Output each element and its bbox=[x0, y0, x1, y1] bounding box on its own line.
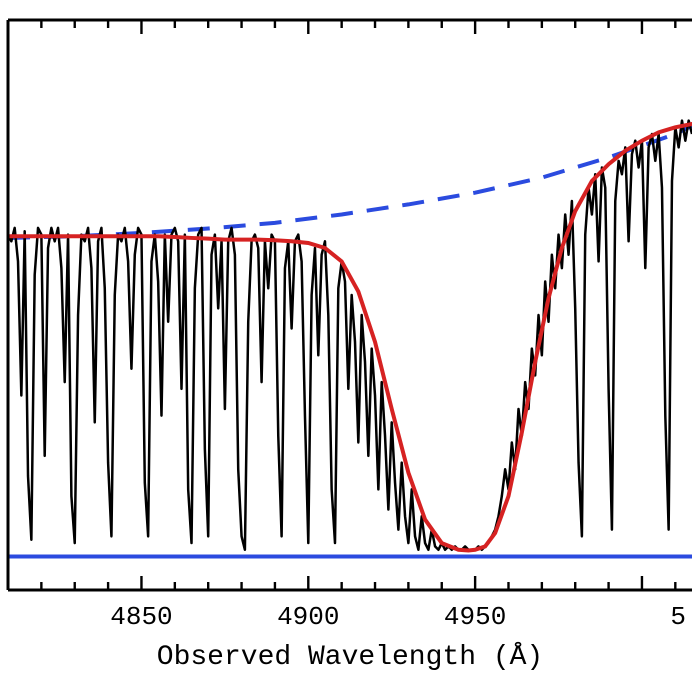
x-axis-label: Observed Wavelength (Å) bbox=[157, 642, 543, 673]
xtick-label: 4900 bbox=[277, 602, 339, 632]
xtick-label-partial: 5 bbox=[670, 602, 686, 632]
xtick-label: 4950 bbox=[444, 602, 506, 632]
spectrum-chart: 4850 4900 4950 5 Observed Wavelength (Å) bbox=[0, 0, 700, 700]
xtick-label: 4850 bbox=[110, 602, 172, 632]
